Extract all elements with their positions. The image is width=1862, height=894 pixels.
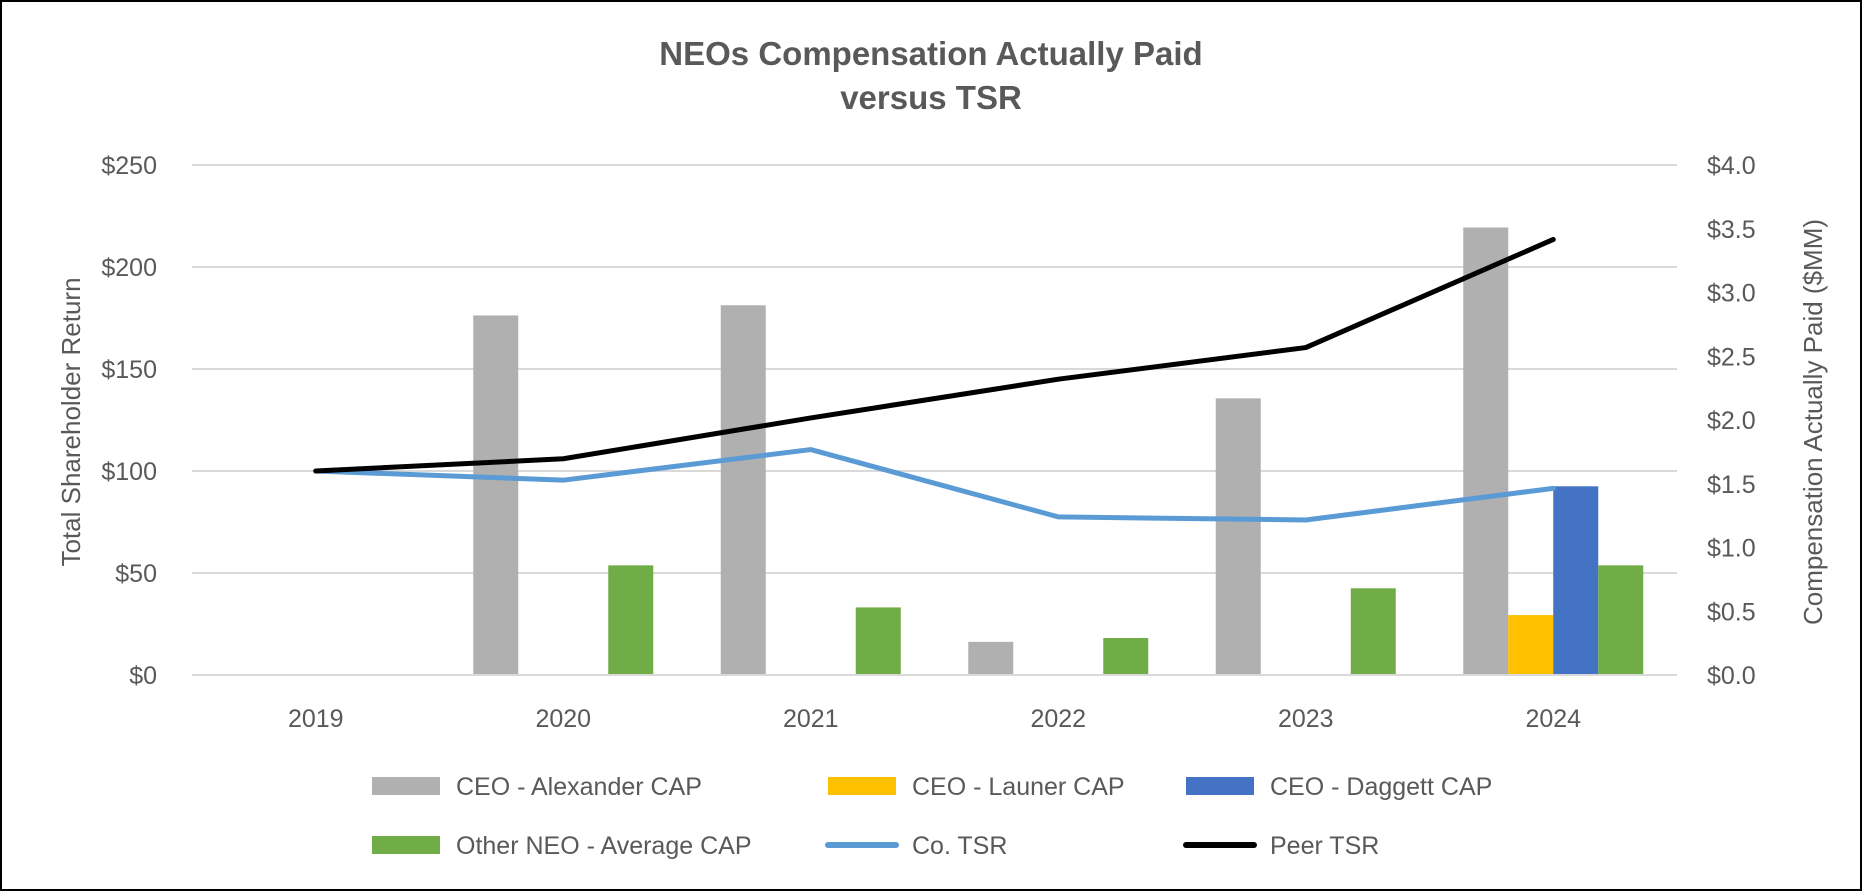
bar <box>968 641 1014 675</box>
chart-title-line1: NEOs Compensation Actually Paid <box>659 35 1202 72</box>
y-left-axis-label: Total Shareholder Return <box>56 277 86 566</box>
legend-label: CEO - Daggett CAP <box>1270 773 1492 801</box>
bar <box>1463 227 1509 675</box>
bar <box>855 607 901 675</box>
y-right-tick-label: $2.0 <box>1707 407 1756 435</box>
y-right-tick-label: $0.5 <box>1707 598 1756 626</box>
x-tick-label: 2019 <box>288 705 344 733</box>
x-tick-label: 2021 <box>783 705 839 733</box>
bar <box>1598 565 1644 675</box>
y-right-tick-label: $2.5 <box>1707 343 1756 371</box>
legend-label: Co. TSR <box>912 832 1007 860</box>
y-left-tick-label: $200 <box>101 254 157 282</box>
bar <box>1508 615 1554 675</box>
chart-title-line2: versus TSR <box>840 79 1022 116</box>
legend-label: CEO - Launer CAP <box>912 773 1125 801</box>
y-right-tick-label: $3.0 <box>1707 280 1756 308</box>
bar <box>473 315 519 675</box>
bar-layer <box>473 227 1644 675</box>
legend-swatch <box>372 836 440 854</box>
legend: CEO - Alexander CAP CEO - Launer CAP CEO -… <box>372 773 1492 860</box>
legend-label: Other NEO - Average CAP <box>456 832 752 860</box>
legend-swatch <box>372 777 440 795</box>
y-left-tick-label: $250 <box>101 152 157 180</box>
y-left-tick-label: $50 <box>115 560 157 588</box>
y-left-tick-label: $100 <box>101 458 157 486</box>
y-right-tick-label: $4.0 <box>1707 152 1756 180</box>
line-layer <box>313 236 1556 523</box>
x-tick-label: 2024 <box>1525 705 1581 733</box>
bar <box>720 305 766 675</box>
bar <box>1103 638 1149 675</box>
x-tick-label: 2022 <box>1030 705 1086 733</box>
x-tick-label: 2023 <box>1278 705 1334 733</box>
bar <box>1553 486 1599 675</box>
legend-label: CEO - Alexander CAP <box>456 773 702 801</box>
y-right-tick-label: $3.5 <box>1707 216 1756 244</box>
bar <box>608 565 654 675</box>
legend-swatch <box>1186 777 1254 795</box>
x-tick-label: 2020 <box>535 705 591 733</box>
legend-swatch <box>828 777 896 795</box>
y-right-tick-label: $1.5 <box>1707 471 1756 499</box>
y-left-tick-label: $0 <box>129 662 157 690</box>
series-line <box>313 236 1556 474</box>
gridlines <box>192 164 1677 574</box>
y-right-tick-label: $1.0 <box>1707 535 1756 563</box>
bar <box>1215 398 1261 675</box>
series-line <box>313 447 1556 523</box>
legend-label: Peer TSR <box>1270 832 1379 860</box>
y-right-axis-label: Compensation Actually Paid ($MM) <box>1798 219 1828 625</box>
axes-layer: $0 $50 $100 $150 $200 $250 $0.0 $0.5 $1.0 $1.5 $2.… <box>101 152 1755 733</box>
y-left-tick-label: $150 <box>101 356 157 384</box>
bar <box>1350 588 1396 675</box>
y-right-tick-label: $0.0 <box>1707 662 1756 690</box>
